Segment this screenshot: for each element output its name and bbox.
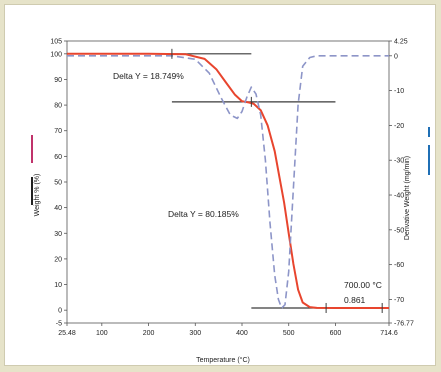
y-left-tick-label: 10 <box>54 282 62 289</box>
x-tick-label: 100 <box>96 330 108 337</box>
y-right-tick-label: -10 <box>394 88 404 95</box>
y-left-tick-label: 0 <box>58 308 62 315</box>
y-right-tick-label: -40 <box>394 193 404 200</box>
plot-area <box>66 40 390 324</box>
y-left-tick-label: 50 <box>54 180 62 187</box>
y-left-tick-label: 105 <box>50 39 62 46</box>
y-right-tick-label: 4.25 <box>394 39 408 46</box>
y-right-axis-title: Derivative Weight (mg/min) <box>404 156 411 240</box>
y-left-tick-label: 70 <box>54 128 62 135</box>
x-tick-label: 714.6 <box>380 330 398 337</box>
x-tick-label: 200 <box>143 330 155 337</box>
x-axis-title: Temperature (°C) <box>196 356 250 364</box>
derivative-weight-line <box>67 55 389 309</box>
markers <box>171 48 383 313</box>
weight-percent-line <box>67 52 389 309</box>
annotations: Delta Y = 18.749% Delta Y = 80.185% 700.… <box>113 71 382 305</box>
x-tick-label: 400 <box>236 330 248 337</box>
y-left-axis-title: Weight % (%) <box>34 174 41 217</box>
plot-border <box>66 40 390 324</box>
tga-chart: 25.48 100 200 300 400 500 600 714.6-50102030405… <box>31 39 430 364</box>
y-right-tick-label: -70 <box>394 297 404 304</box>
y-left-tick-label: 60 <box>54 154 62 161</box>
annotation-delta-y-2: Delta Y = 80.185% <box>168 209 239 219</box>
series-lines <box>67 52 389 309</box>
y-left-tick-label: 30 <box>54 231 62 238</box>
y-right-tick-label: -30 <box>394 158 404 165</box>
y-left-tick-label: 100 <box>50 51 62 58</box>
y-right-tick-label: -60 <box>394 262 404 269</box>
y-left-tick-label: 90 <box>54 77 62 84</box>
y-right-tick-label: -76.77 <box>394 321 414 328</box>
y-left-tick-label: -5 <box>56 321 62 328</box>
x-tick-label: 600 <box>330 330 342 337</box>
y-left-tick-label: 80 <box>54 103 62 110</box>
chart-panel: 25.48 100 200 300 400 500 600 714.6 -5 0 10 20 30 40 5… <box>4 4 436 366</box>
x-tick-label: 500 <box>283 330 295 337</box>
x-tick-label: 300 <box>189 330 201 337</box>
annotation-end-temp: 700.00 °C <box>344 280 382 290</box>
annotation-end-weight: 0.861 <box>344 295 366 305</box>
y-right-tick-label: -50 <box>394 227 404 234</box>
y-left-tick-label: 40 <box>54 205 62 212</box>
y-left-tick-label: 20 <box>54 256 62 263</box>
y-right-tick-label: -20 <box>394 123 404 130</box>
y-right-tick-label: 0 <box>394 53 398 60</box>
axes: 25.48 100 200 300 400 500 600 714.6-50102030405… <box>31 39 430 337</box>
annotation-delta-y-1: Delta Y = 18.749% <box>113 71 184 81</box>
x-tick-label: 25.48 <box>58 330 76 337</box>
